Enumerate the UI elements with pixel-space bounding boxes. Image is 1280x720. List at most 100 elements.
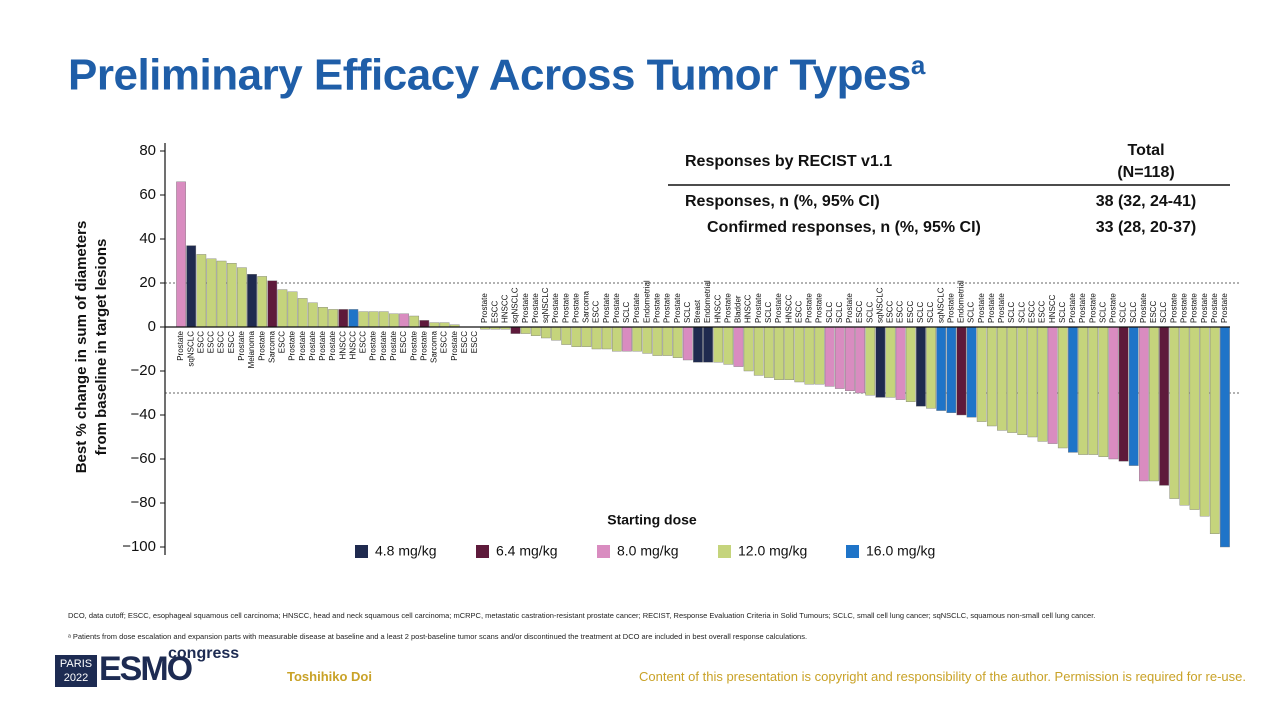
x-tick-label: ESCC (896, 301, 905, 323)
table-row-label: Responses, n (%, 95% CI) (685, 193, 880, 210)
x-tick-label: Prostate (288, 330, 297, 360)
x-tick-label: Prostate (602, 293, 611, 323)
bar (571, 326, 582, 347)
y-tick-label: −40 (131, 406, 156, 423)
x-tick-label: ESCC (278, 331, 287, 353)
x-tick-label: Prostate (845, 293, 854, 323)
x-tick-label: Breast (693, 299, 702, 323)
bar (176, 181, 186, 328)
bar (794, 326, 805, 383)
x-tick-label: Prostate (1169, 293, 1178, 323)
logo-word: congress (168, 645, 240, 662)
bar (946, 326, 957, 414)
x-tick-label: Prostate (632, 293, 641, 323)
x-tick-label: sqNSCLC (541, 287, 550, 323)
x-tick-label: ESCC (886, 301, 895, 323)
bar (682, 326, 693, 361)
bar (845, 326, 855, 391)
x-tick-label: ESCC (440, 331, 449, 353)
bar (551, 326, 561, 341)
x-tick-label: SCLC (967, 301, 976, 323)
x-tick-label: SCLC (835, 301, 844, 323)
logo-brand: ESMO (99, 650, 193, 688)
x-tick-label: ESCC (399, 331, 408, 353)
x-tick-label: HNSCC (784, 294, 793, 323)
x-tick-label: Prostate (450, 330, 459, 360)
x-tick-label: Prostate (1220, 293, 1229, 323)
x-tick-label: ESCC (1027, 301, 1036, 323)
bar (733, 326, 744, 367)
bar (784, 326, 795, 380)
x-tick-label: Prostate (987, 293, 996, 323)
x-axis-label: Starting dose (607, 512, 697, 528)
bar (966, 326, 977, 418)
bar (409, 315, 420, 328)
x-tick-label: Prostate (1190, 293, 1199, 323)
bar (986, 326, 997, 427)
bar (723, 326, 734, 365)
bar (581, 326, 592, 347)
x-tick-label: SCLC (683, 301, 692, 323)
y-axis-label: from baseline in target lesions (93, 239, 110, 456)
x-tick-label: Prostate (328, 330, 337, 360)
x-tick-label: Prostate (997, 293, 1006, 323)
x-tick-label: HNSCC (500, 294, 509, 323)
bar (905, 326, 916, 403)
legend-label: 16.0 mg/kg (866, 543, 935, 559)
bar (611, 326, 622, 352)
bar (885, 326, 896, 398)
footnote: DCO, data cutoff; ESCC, esophageal squam… (68, 611, 1096, 620)
legend-label: 8.0 mg/kg (617, 543, 678, 559)
bar (976, 326, 987, 422)
bar (1118, 326, 1129, 462)
bar (1068, 326, 1078, 453)
bar (186, 245, 197, 328)
x-tick-label: ESCC (217, 331, 226, 353)
x-tick-label: Sarcoma (267, 330, 276, 363)
bar (439, 322, 450, 328)
x-tick-label: SCLC (1058, 301, 1067, 323)
slide-title: Preliminary Efficacy Across Tumor Typesa (68, 50, 925, 101)
y-tick-label: −20 (131, 362, 156, 379)
x-tick-label: Prostate (257, 330, 266, 360)
y-tick-label: 0 (148, 318, 156, 335)
bar (307, 302, 318, 328)
legend-swatch (718, 545, 731, 558)
bar (429, 322, 440, 328)
logo-year: 2022 (63, 672, 89, 684)
bar (997, 326, 1007, 431)
bar (348, 309, 359, 328)
bar (855, 326, 865, 394)
x-tick-label: Prostate (815, 293, 824, 323)
bar (1199, 326, 1210, 517)
bar (419, 320, 430, 328)
bar (216, 260, 227, 328)
legend-label: 6.4 mg/kg (496, 543, 557, 559)
x-tick-label: Prostate (663, 293, 672, 323)
x-tick-label: Prostate (1139, 293, 1148, 323)
x-tick-label: ESCC (906, 301, 915, 323)
y-tick-label: −100 (122, 538, 156, 555)
x-tick-label: HNSCC (348, 331, 357, 360)
bar (1098, 326, 1109, 458)
bar (926, 326, 936, 409)
x-tick-label: Prostate (379, 330, 388, 360)
bar (378, 311, 389, 328)
bar (541, 326, 551, 339)
x-tick-label: Prostate (551, 293, 560, 323)
table-n: (N=118) (1117, 164, 1174, 181)
title-superscript: a (910, 50, 925, 80)
x-tick-label: SCLC (926, 301, 935, 323)
bar (297, 298, 308, 328)
legend-swatch (355, 545, 368, 558)
bar (358, 311, 369, 328)
bar (601, 326, 612, 350)
y-tick-label: −60 (131, 450, 156, 467)
x-tick-label: Prostate (237, 330, 246, 360)
x-tick-label: Prostate (673, 293, 682, 323)
author: Toshihiko Doi (287, 669, 372, 684)
bar (662, 326, 673, 356)
bar (1149, 326, 1159, 482)
bar (1017, 326, 1028, 436)
bar (622, 326, 632, 352)
